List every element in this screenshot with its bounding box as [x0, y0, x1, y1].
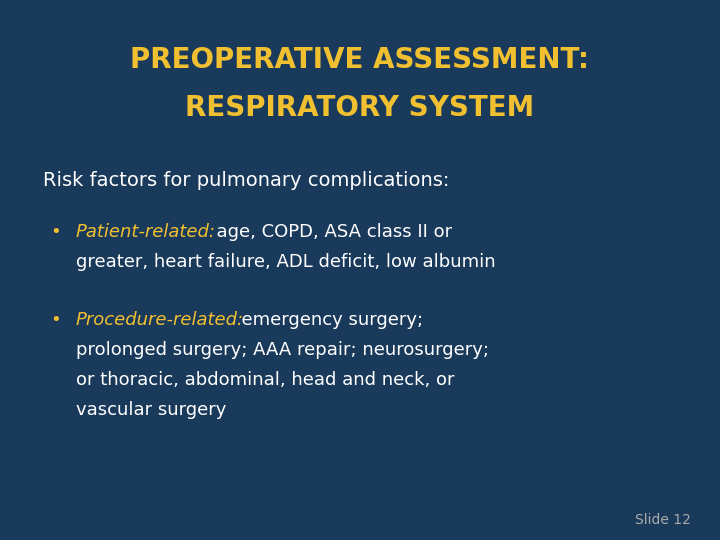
Text: or thoracic, abdominal, head and neck, or: or thoracic, abdominal, head and neck, o…: [76, 371, 454, 389]
Text: Slide 12: Slide 12: [635, 512, 691, 526]
Text: vascular surgery: vascular surgery: [76, 401, 226, 419]
Text: prolonged surgery; AAA repair; neurosurgery;: prolonged surgery; AAA repair; neurosurg…: [76, 341, 489, 359]
Text: greater, heart failure, ADL deficit, low albumin: greater, heart failure, ADL deficit, low…: [76, 253, 495, 271]
Text: RESPIRATORY SYSTEM: RESPIRATORY SYSTEM: [185, 94, 535, 122]
Text: Procedure-related:: Procedure-related:: [76, 311, 244, 329]
Text: emergency surgery;: emergency surgery;: [230, 311, 423, 329]
Text: age, COPD, ASA class II or: age, COPD, ASA class II or: [205, 223, 452, 241]
Text: •: •: [50, 311, 61, 329]
Text: •: •: [50, 223, 61, 241]
Text: Patient-related:: Patient-related:: [76, 223, 215, 241]
Text: PREOPERATIVE ASSESSMENT:: PREOPERATIVE ASSESSMENT:: [130, 46, 590, 74]
Text: Risk factors for pulmonary complications:: Risk factors for pulmonary complications…: [43, 171, 449, 190]
